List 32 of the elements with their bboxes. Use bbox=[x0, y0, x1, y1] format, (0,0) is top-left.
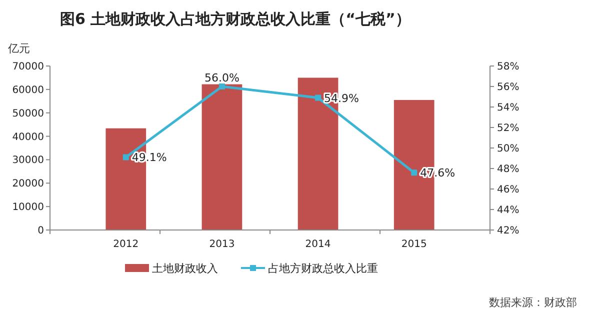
y2-tick-label: 46% bbox=[497, 184, 520, 196]
x-tick-label: 2015 bbox=[401, 239, 427, 250]
y2-tick-label: 56% bbox=[497, 82, 520, 93]
point bbox=[122, 154, 129, 160]
source-note: 数据来源：财政部 bbox=[489, 296, 577, 309]
point bbox=[315, 94, 322, 101]
bar bbox=[202, 84, 242, 230]
point bbox=[411, 170, 418, 176]
y2-tick-label: 42% bbox=[497, 226, 520, 236]
y2-tick-label: 54% bbox=[497, 102, 520, 114]
y-tick-label: 0 bbox=[38, 226, 44, 236]
legend-label: 土地财政收入 bbox=[152, 262, 218, 275]
y-tick-label: 70000 bbox=[12, 62, 44, 72]
y-tick-label: 20000 bbox=[12, 178, 44, 190]
y-tick-label: 30000 bbox=[12, 155, 44, 166]
point bbox=[218, 84, 225, 90]
y2-tick-label: 52% bbox=[497, 123, 520, 134]
data-label: 56.0% bbox=[204, 72, 240, 84]
x-tick-label: 2012 bbox=[113, 239, 139, 250]
y2-tick-label: 44% bbox=[497, 205, 520, 216]
y-tick-label: 10000 bbox=[12, 202, 44, 214]
chart-title: 图6 土地财政收入占地方财政总收入比重（“七税”） bbox=[60, 10, 410, 28]
y-tick-label: 60000 bbox=[12, 84, 44, 96]
y-axis-title: 亿元 bbox=[7, 42, 30, 55]
y2-tick-label: 50% bbox=[497, 144, 520, 154]
legend-label: 占地方财政总收入比重 bbox=[268, 262, 378, 275]
y-tick-label: 40000 bbox=[12, 132, 44, 143]
x-tick-label: 2014 bbox=[305, 239, 331, 250]
y2-tick-label: 48% bbox=[497, 164, 520, 175]
y-tick-label: 50000 bbox=[12, 108, 44, 120]
y2-tick-label: 58% bbox=[497, 62, 520, 72]
x-tick-label: 2013 bbox=[209, 239, 235, 250]
